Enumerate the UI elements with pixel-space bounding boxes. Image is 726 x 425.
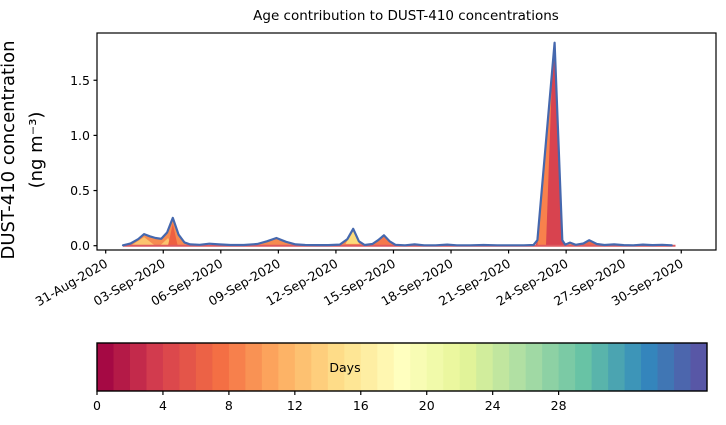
area-fills [123,42,609,246]
colorbar-segment [344,343,362,391]
axes-frame [96,32,717,251]
colorbar-segment [327,343,345,391]
y-tick-label: 0.0 [70,238,90,253]
colorbar-segment [624,343,642,391]
colorbar-segment [195,343,213,391]
colorbar-segment [97,343,114,391]
colorbar-segment [294,343,312,391]
colorbar-segment [426,343,444,391]
colorbar-segment [360,343,378,391]
colorbar-segment [129,343,147,391]
colorbar-segment [261,343,279,391]
colorbar-segment [179,343,197,391]
y-axis-label: DUST-410 concentration [0,40,19,259]
colorbar-segment [690,343,708,391]
colorbar-segment [525,343,543,391]
colorbar-segment [245,343,263,391]
colorbar-segment [228,343,246,391]
colorbar-tick-label: 28 [551,398,567,413]
age-fill-region [255,238,308,246]
colorbar-segment [278,343,296,391]
colorbar-segment [476,343,494,391]
colorbar: 0 4 8 12 16 20 24 28 [93,342,708,413]
colorbar-segment [509,343,527,391]
colorbar-segment [608,343,625,391]
age-fill-inner-region [345,231,360,244]
x-axis-ticks: 31-Aug-202003-Sep-202006-Sep-202009-Sep-… [33,250,686,309]
y-axis-ticks: 0.0 0.5 1.0 1.5 [70,73,97,253]
colorbar-segment [492,343,510,391]
concentration-line [121,41,673,247]
age-fill-inner-region [131,237,155,246]
colorbar-segment [575,343,592,391]
colorbar-tick-label: 24 [485,398,501,413]
colorbar-tick-label: 12 [287,398,303,413]
colorbar-segment [311,343,329,391]
colorbar-tick-label: 20 [419,398,435,413]
colorbar-segment [459,343,477,391]
colorbar-segment [591,343,609,391]
colorbar-segment [377,343,395,391]
colorbar-segment [542,343,560,391]
y-axis-units-label: (ng m⁻³) [26,112,47,189]
plot-frame [96,32,717,251]
colorbar-tick-label: 16 [353,398,369,413]
colorbar-tick-label: 8 [225,398,233,413]
y-tick-label: 1.5 [70,73,90,88]
colorbar-segment [443,343,461,391]
colorbar-border [96,342,708,392]
colorbar-segment [410,343,428,391]
colorbar-tick-label: 4 [159,398,167,413]
colorbar-segment [674,343,691,391]
colorbar-segment [641,343,658,391]
y-tick-label: 1.0 [70,128,90,143]
colorbar-segment [146,343,164,391]
y-tick-label: 0.5 [70,183,90,198]
colorbar-segment [558,343,576,391]
age-fill-inner-region [168,223,178,246]
colorbar-segment [162,343,180,391]
concentration-polyline [121,41,673,247]
colorbar-tick-label: 0 [93,398,101,413]
chart-title: Age contribution to DUST-410 concentrati… [253,8,559,24]
colorbar-label: Days [329,360,360,375]
colorbar-segment [113,343,131,391]
colorbar-segment [657,343,675,391]
colorbar-segment [212,343,230,391]
colorbar-segment [393,343,411,391]
